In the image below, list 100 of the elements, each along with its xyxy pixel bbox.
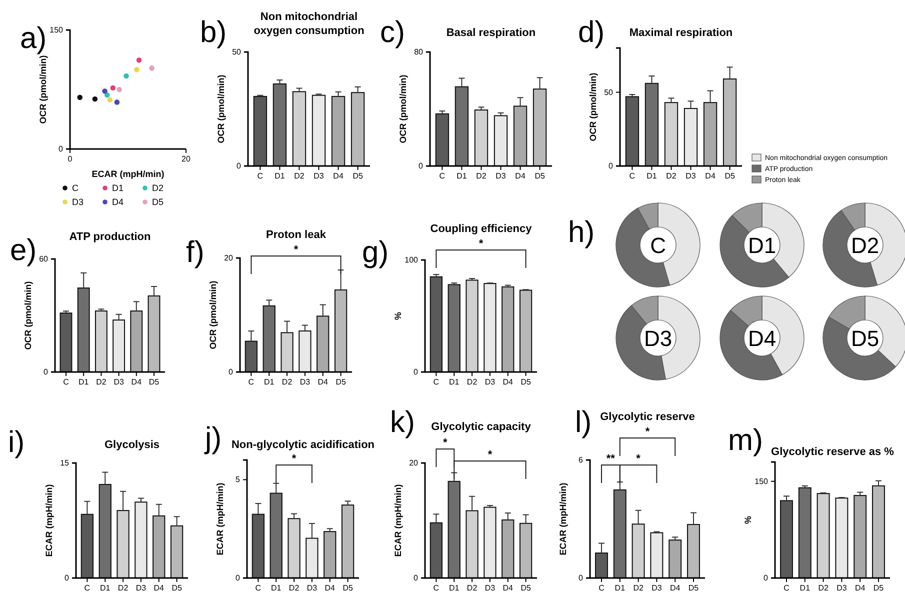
x-tick-label: D2 <box>633 584 644 593</box>
x-tick-label: D1 <box>449 378 460 387</box>
text: b) <box>200 16 227 49</box>
x-tick-label: D2 <box>282 378 293 387</box>
x-tick-label: D4 <box>324 584 336 593</box>
y-tick-label: 20 <box>409 458 419 468</box>
y-axis-title: OCR (pmol/min) <box>398 74 408 144</box>
y-tick-label: 0 <box>418 162 424 171</box>
y-axis-title: OCR (pmol/min) <box>216 74 226 144</box>
x-tick-label: D4 <box>154 584 165 593</box>
chart-title: Non-glycolytic acidification <box>231 439 375 451</box>
x-tick-label: D3 <box>836 584 848 593</box>
y-tick-label: 60 <box>39 254 49 264</box>
x-tick-label: C <box>63 378 70 387</box>
chart-title: Glycolytic reserve <box>600 411 695 423</box>
x-tick-label: D5 <box>520 378 532 387</box>
x-tick-label: D3 <box>136 584 147 593</box>
y-tick-label: 50 <box>232 48 242 57</box>
x-tick-label: D5 <box>172 584 182 593</box>
x-tick-label: D2 <box>666 172 677 181</box>
text: l) <box>575 406 592 439</box>
y-tick-label: 0 <box>58 144 64 154</box>
x-tick-label: D4 <box>318 378 329 387</box>
x-tick-label: D5 <box>336 378 346 387</box>
x-tick-label: D1 <box>100 584 111 593</box>
y-axis-title: ECAR (mpH/min) <box>215 482 225 556</box>
y-tick-label: 15 <box>60 458 70 468</box>
x-axis-title: ECAR (mpH/min) <box>92 169 164 179</box>
legend-label: D4 <box>112 197 124 207</box>
text: i) <box>8 426 25 459</box>
text: * <box>488 449 493 461</box>
y-tick-label: 50 <box>604 88 614 97</box>
text: D2 <box>850 232 880 258</box>
x-tick-label: C <box>439 172 446 181</box>
text: * <box>645 426 650 438</box>
x-tick-label: C <box>598 584 605 593</box>
x-tick-label: D3 <box>484 584 496 593</box>
y-axis-title: % <box>743 516 753 524</box>
text: D4 <box>748 326 776 351</box>
x-tick-label: D3 <box>652 584 662 593</box>
chart-title: Glycolysis <box>104 439 160 451</box>
x-tick-label: D1 <box>449 584 460 593</box>
y-tick-label: 150 <box>754 476 769 486</box>
x-tick-label: D2 <box>818 584 829 593</box>
text: g) <box>362 236 389 269</box>
x-tick-label: D3 <box>114 378 124 387</box>
y-tick-label: 150 <box>50 26 64 35</box>
x-tick-label: D3 <box>306 584 318 593</box>
x-tick-label: D2 <box>476 172 487 181</box>
legend-label: D1 <box>112 183 124 193</box>
x-tick-label: D5 <box>534 172 546 181</box>
x-tick-label: D4 <box>131 378 142 387</box>
y-axis-title: OCR (pmol/min) <box>208 280 218 350</box>
y-tick-label: 100 <box>404 256 419 265</box>
y-tick-label: 0 <box>414 574 419 583</box>
annotation: ** <box>606 453 616 465</box>
text: C <box>650 232 666 258</box>
y-axis-title: % <box>393 312 403 320</box>
legend-label: D2 <box>152 183 164 193</box>
text: e) <box>10 234 37 267</box>
x-tick-label: D2 <box>294 172 305 181</box>
text: h) <box>568 216 595 249</box>
x-tick-label: C <box>433 584 440 593</box>
y-tick-label: 5 <box>236 475 241 484</box>
y-axis-title: OCR (pmol/min) <box>23 281 33 350</box>
x-tick-label: D1 <box>264 378 275 387</box>
x-tick-label: D2 <box>118 584 129 593</box>
y-tick-label: 80 <box>414 48 424 57</box>
chart-title: Glycolytic capacity <box>431 421 532 433</box>
x-tick-label: D3 <box>314 172 324 181</box>
x-tick-label: D4 <box>515 172 526 181</box>
legend-label: D5 <box>152 197 164 207</box>
x-tick-label: D5 <box>688 584 700 593</box>
legend-label: C <box>72 183 79 193</box>
chart-title: ATP production <box>69 231 152 243</box>
chart-title: Non mitochondrial oxygen consumption <box>254 11 365 37</box>
y-axis-title: OCR (pmol/min) <box>588 72 598 142</box>
chart-title: Glycolytic reserve as % <box>771 446 894 458</box>
x-tick-label: D1 <box>800 584 811 593</box>
y-tick-label: 0 <box>236 162 242 171</box>
text: f) <box>186 236 204 269</box>
x-tick-label: C <box>248 378 254 387</box>
x-tick-label: D4 <box>502 584 514 593</box>
y-axis-title: ECAR (mpH/min) <box>44 484 54 557</box>
x-tick-label: D5 <box>520 584 532 593</box>
x-tick-label: D1 <box>78 378 90 387</box>
text: j) <box>204 422 222 455</box>
text: D1 <box>748 232 776 258</box>
text: m) <box>728 424 763 457</box>
x-tick-label: D4 <box>854 584 866 593</box>
x-tick-label: D1 <box>274 172 286 181</box>
x-tick-label: D4 <box>333 172 344 181</box>
x-tick-label: C <box>629 172 636 181</box>
text: a) <box>20 22 47 55</box>
x-tick-label: D3 <box>686 172 696 181</box>
x-tick-label: D3 <box>496 172 506 181</box>
y-tick-label: 0 <box>236 574 241 583</box>
x-tick-label: D5 <box>352 172 364 181</box>
x-tick-label: C <box>257 172 264 181</box>
x-tick-label: D3 <box>300 378 311 387</box>
